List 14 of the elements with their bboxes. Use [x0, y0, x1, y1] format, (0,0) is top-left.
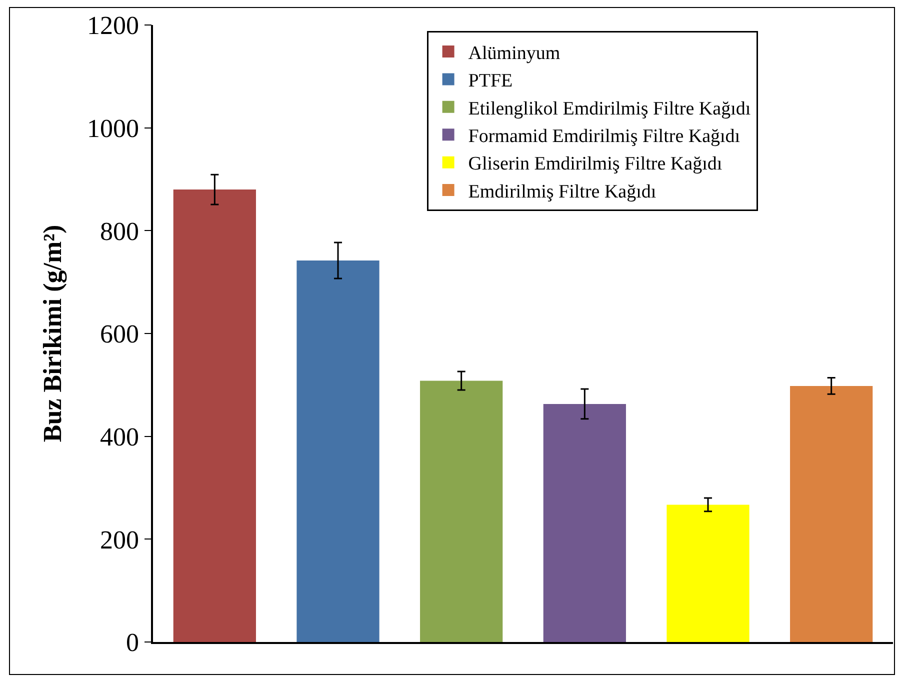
y-tick-label: 400 — [100, 422, 140, 452]
legend-label: PTFE — [468, 70, 513, 92]
y-tick-label: 1000 — [87, 114, 140, 143]
legend-label: Formamid Emdirilmiş Filtre Kağıdı — [468, 126, 740, 148]
y-tick-label: 800 — [100, 216, 140, 246]
legend-label: Gliserin Emdirilmiş Filtre Kağıdı — [468, 154, 722, 175]
y-axis-title: Buz Birikimi (g/m²) — [38, 224, 67, 442]
legend-label: Emdirilmiş Filtre Kağıdı — [468, 181, 656, 202]
y-tick-label: 1200 — [87, 11, 140, 40]
y-tick-label: 200 — [100, 525, 140, 554]
y-tick-label: 600 — [100, 320, 140, 349]
legend-label: Etilenglikol Emdirilmiş Filtre Kağıdı — [468, 98, 751, 120]
y-tick-label: 0 — [126, 628, 140, 658]
legend-label: Alüminyum — [468, 42, 560, 64]
